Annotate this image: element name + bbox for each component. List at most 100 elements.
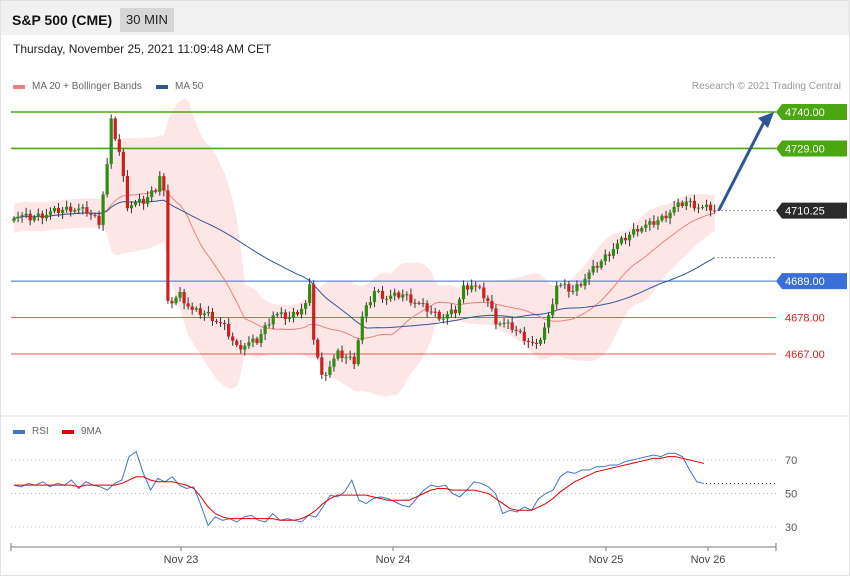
candle-body [312, 284, 316, 340]
candle [162, 173, 166, 197]
candle-body [295, 311, 300, 315]
candles [12, 114, 717, 381]
candle-body [271, 315, 275, 325]
candle [571, 285, 575, 295]
candle-body [453, 309, 458, 314]
candle-body [182, 292, 186, 304]
credit-text: Research © 2021 Trading Central [691, 81, 841, 92]
rsi-tick-50: 50 [785, 489, 797, 501]
candle-body [12, 218, 16, 221]
level-label-4678.00: 4678.00 [785, 313, 825, 325]
candle-body [372, 291, 377, 303]
candle [206, 305, 210, 317]
candle-body [506, 322, 510, 324]
candle [40, 210, 44, 225]
ma50-swatch [156, 84, 168, 89]
candle-body [538, 339, 543, 344]
candle-body [567, 284, 571, 292]
candle [12, 216, 16, 223]
candle-body [40, 213, 44, 219]
candle-body [24, 213, 28, 216]
candle [283, 309, 287, 325]
candle [247, 336, 251, 349]
candle-body [344, 357, 348, 359]
legend-rsi-ma: 9MA [62, 426, 102, 437]
candle [376, 288, 381, 294]
x-tick-label: Nov 23 [164, 554, 199, 566]
candle [502, 318, 506, 328]
candle-body [494, 308, 498, 325]
candle [316, 337, 320, 360]
candle-body [445, 314, 449, 319]
candle [713, 204, 717, 214]
candle [267, 318, 271, 329]
candle [186, 297, 190, 310]
candle [77, 203, 81, 215]
level-label-4667.00: 4667.00 [785, 349, 825, 361]
candle [271, 311, 275, 330]
candle [510, 316, 514, 333]
candle-body [652, 221, 656, 225]
candle [603, 249, 607, 266]
x-tick-label: Nov 25 [589, 554, 624, 566]
candle-body [247, 342, 251, 346]
candle-body [336, 350, 340, 359]
candle [583, 273, 587, 290]
candle-body [636, 229, 640, 232]
candle-body [101, 194, 105, 225]
candle [109, 114, 113, 169]
candle-body [146, 197, 150, 204]
candle [466, 282, 470, 296]
instrument-title: S&P 500 (CME) [12, 12, 113, 28]
candle-body [133, 202, 138, 206]
candle [65, 200, 69, 213]
level-label-4740.00: 4740.00 [785, 107, 825, 119]
candle-body [405, 294, 409, 296]
candle-body [178, 292, 182, 298]
candle-body [688, 200, 692, 202]
candle-body [73, 210, 77, 212]
level-label-4689.00: 4689.00 [785, 276, 825, 288]
candle [470, 279, 474, 293]
candle [567, 281, 571, 298]
candle-body [231, 336, 235, 341]
candle-body [542, 327, 547, 340]
candle-body [583, 278, 587, 286]
candle [445, 311, 449, 325]
candle [457, 297, 462, 316]
candle-body [109, 118, 113, 164]
candle [692, 194, 696, 212]
candle [121, 148, 125, 182]
candle-body [474, 285, 478, 287]
ma50-line [13, 199, 715, 329]
candle [320, 352, 324, 379]
candle [223, 320, 227, 330]
x-tick-label: Nov 26 [691, 554, 726, 566]
candle [28, 209, 32, 226]
candle-body [692, 200, 696, 209]
candle-body [89, 213, 93, 215]
candle [324, 371, 328, 381]
candle [680, 200, 684, 209]
candle [113, 116, 117, 142]
candle [405, 291, 409, 301]
candle-body [267, 324, 271, 326]
candle-body [571, 291, 575, 293]
candle-body [32, 216, 36, 221]
candle [393, 288, 397, 301]
candle-body [227, 323, 231, 337]
candle-body [437, 311, 441, 320]
candle-body [223, 323, 227, 325]
candle-body [275, 313, 279, 316]
candle [461, 280, 466, 304]
candle-body [648, 221, 652, 225]
candle [538, 337, 543, 346]
level-tag-4729.00 [776, 140, 847, 157]
candle [235, 338, 239, 348]
candle [595, 262, 599, 273]
candle-body [510, 322, 514, 330]
timeframe-badge[interactable]: 30 MIN [120, 8, 174, 32]
candle [295, 309, 300, 317]
candle-body [137, 198, 142, 203]
candle-body [417, 302, 421, 304]
